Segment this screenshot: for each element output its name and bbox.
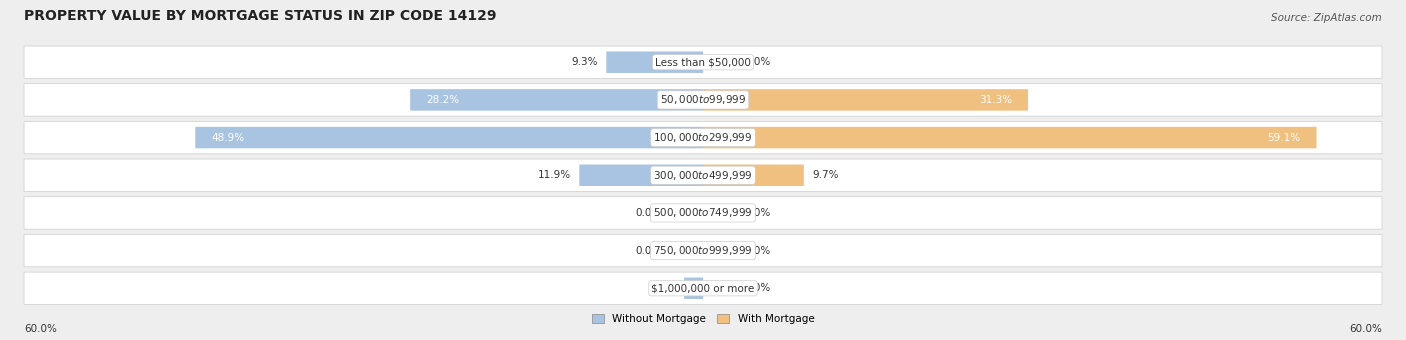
FancyBboxPatch shape	[685, 277, 703, 299]
FancyBboxPatch shape	[24, 84, 1382, 116]
FancyBboxPatch shape	[24, 159, 1382, 191]
FancyBboxPatch shape	[606, 51, 703, 73]
FancyBboxPatch shape	[24, 121, 1382, 154]
FancyBboxPatch shape	[24, 234, 1382, 267]
Text: $750,000 to $999,999: $750,000 to $999,999	[654, 244, 752, 257]
FancyBboxPatch shape	[24, 272, 1382, 305]
Text: 60.0%: 60.0%	[1348, 324, 1382, 334]
Text: 60.0%: 60.0%	[24, 324, 58, 334]
Text: $500,000 to $749,999: $500,000 to $749,999	[654, 206, 752, 219]
FancyBboxPatch shape	[195, 127, 703, 148]
FancyBboxPatch shape	[703, 127, 1316, 148]
Text: 11.9%: 11.9%	[538, 170, 571, 180]
FancyBboxPatch shape	[579, 165, 703, 186]
Text: $1,000,000 or more: $1,000,000 or more	[651, 283, 755, 293]
Text: Source: ZipAtlas.com: Source: ZipAtlas.com	[1271, 13, 1382, 23]
Text: 1.8%: 1.8%	[650, 283, 676, 293]
Text: $100,000 to $299,999: $100,000 to $299,999	[654, 131, 752, 144]
Text: 9.3%: 9.3%	[572, 57, 598, 67]
Text: 9.7%: 9.7%	[813, 170, 838, 180]
Text: 31.3%: 31.3%	[979, 95, 1012, 105]
Text: $300,000 to $499,999: $300,000 to $499,999	[654, 169, 752, 182]
Text: 0.0%: 0.0%	[636, 208, 661, 218]
Text: $50,000 to $99,999: $50,000 to $99,999	[659, 94, 747, 106]
FancyBboxPatch shape	[703, 89, 1028, 110]
FancyBboxPatch shape	[703, 165, 804, 186]
FancyBboxPatch shape	[24, 46, 1382, 79]
Text: 0.0%: 0.0%	[745, 245, 770, 256]
Text: PROPERTY VALUE BY MORTGAGE STATUS IN ZIP CODE 14129: PROPERTY VALUE BY MORTGAGE STATUS IN ZIP…	[24, 8, 496, 23]
Text: 0.0%: 0.0%	[745, 208, 770, 218]
Legend: Without Mortgage, With Mortgage: Without Mortgage, With Mortgage	[589, 311, 817, 327]
Text: 0.0%: 0.0%	[745, 283, 770, 293]
FancyBboxPatch shape	[411, 89, 703, 110]
Text: Less than $50,000: Less than $50,000	[655, 57, 751, 67]
Text: 59.1%: 59.1%	[1268, 133, 1301, 142]
Text: 28.2%: 28.2%	[426, 95, 458, 105]
Text: 0.0%: 0.0%	[745, 57, 770, 67]
FancyBboxPatch shape	[24, 197, 1382, 229]
Text: 0.0%: 0.0%	[636, 245, 661, 256]
Text: 48.9%: 48.9%	[211, 133, 245, 142]
